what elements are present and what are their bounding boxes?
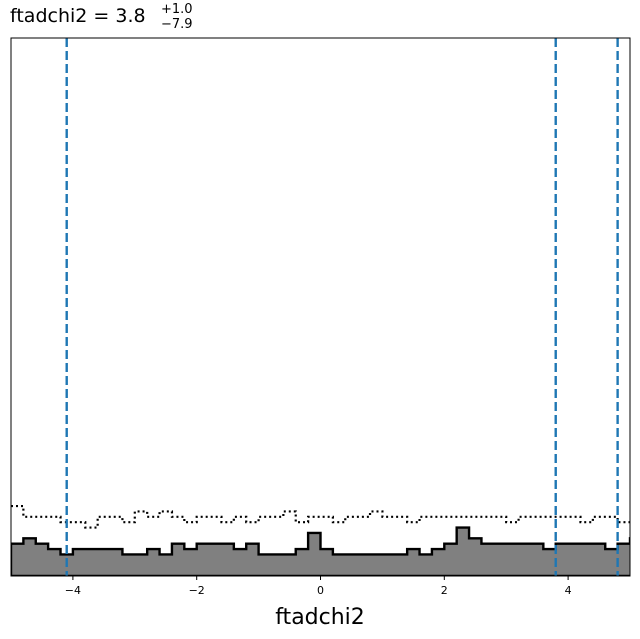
x-tick-label: −4: [65, 584, 81, 597]
x-tick-label: 4: [565, 584, 572, 597]
chart-title-upper-bound: +1.0: [161, 2, 193, 17]
plot-area: −4 −2 0 2 4: [10, 37, 631, 597]
histogram-dotted-series: [11, 504, 630, 529]
x-tick-label: 2: [441, 584, 448, 597]
x-tick-label: −2: [189, 584, 205, 597]
chart-title: ftadchi2 = 3.8: [10, 5, 146, 27]
axes-frame: [10, 37, 631, 577]
histogram-filled-series: [11, 526, 630, 576]
x-axis-label: ftadchi2: [275, 605, 365, 630]
chart-title-lower-bound: −7.9: [161, 17, 193, 32]
x-tick-label: 0: [317, 584, 324, 597]
